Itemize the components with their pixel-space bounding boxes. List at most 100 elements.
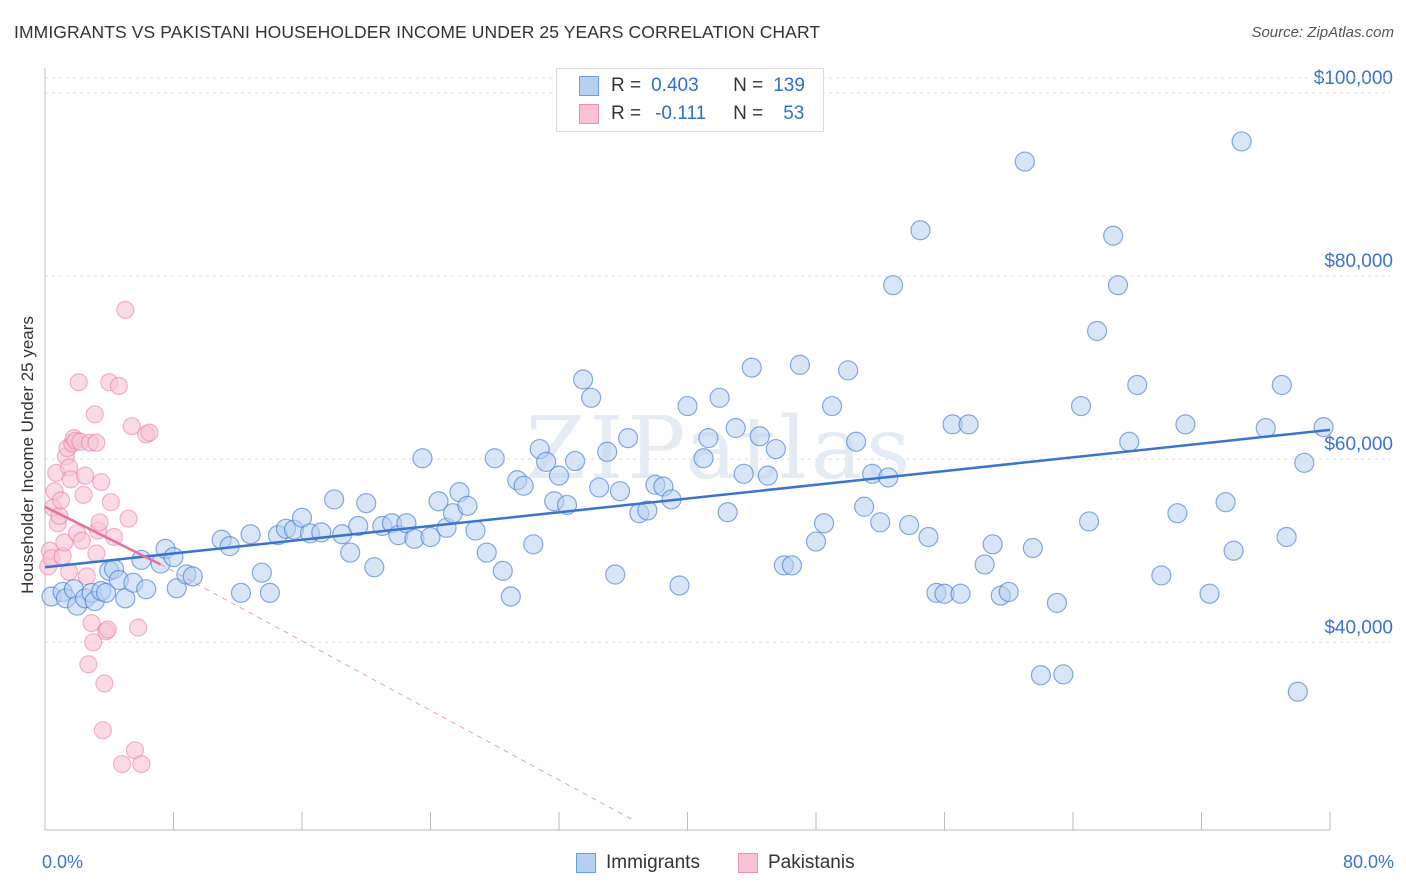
- legend-n-label: N =: [733, 75, 764, 96]
- immigrants-point: [348, 515, 369, 537]
- immigrants-point: [749, 426, 770, 447]
- immigrants-point: [131, 549, 152, 570]
- immigrants-point: [958, 414, 979, 435]
- correlation-legend: R = 0.403 N = 139 R = -0.111 N = 53: [556, 68, 824, 132]
- immigrants-point: [1199, 583, 1220, 604]
- pakistanis-point: [69, 373, 88, 392]
- y-tick-label: $40,000: [1324, 617, 1393, 638]
- pakistanis-point: [122, 417, 141, 436]
- immigrants-point: [982, 534, 1003, 555]
- x-tick-label-min: 0.0%: [42, 852, 84, 872]
- pakistanis-point: [93, 721, 112, 740]
- immigrants-point: [669, 575, 690, 596]
- immigrants-point: [882, 275, 904, 296]
- immigrants-point: [854, 496, 875, 517]
- immigrants-point: [1046, 592, 1068, 614]
- immigrants-point: [838, 360, 859, 381]
- immigrants-legend-label: Immigrants: [606, 852, 700, 873]
- pakistanis-point: [132, 754, 151, 774]
- pakistanis-point: [101, 493, 120, 512]
- immigrants-point: [240, 524, 261, 545]
- immigrants-point: [182, 566, 203, 587]
- immigrants-point: [709, 387, 730, 408]
- immigrants-point: [1215, 492, 1236, 513]
- immigrants-point: [765, 438, 786, 460]
- immigrants-point: [1175, 414, 1196, 435]
- chart-title: IMMIGRANTS VS PAKISTANI HOUSEHOLDER INCO…: [14, 22, 821, 42]
- immigrants-point: [420, 526, 441, 548]
- immigrants-point: [1276, 526, 1297, 548]
- legend-r-label: R =: [611, 103, 642, 124]
- immigrants-point: [870, 512, 891, 533]
- immigrants-legend-swatch: [576, 853, 596, 873]
- immigrants-point: [1053, 664, 1074, 685]
- immigrants-point: [1231, 131, 1252, 152]
- immigrants-trendline: [44, 428, 1331, 569]
- immigrants-point: [581, 387, 602, 408]
- legend-r-value: 0.403: [651, 75, 699, 96]
- immigrants-point: [733, 463, 754, 484]
- y-tick-label: $100,000: [1314, 68, 1393, 89]
- y-axis-label: Householder Income Under 25 years: [18, 316, 37, 594]
- immigrants-point: [693, 448, 714, 469]
- pakistanis-point: [51, 491, 71, 510]
- immigrants-point: [1167, 503, 1188, 524]
- immigrants-point: [484, 448, 505, 469]
- immigrants-point: [364, 557, 385, 578]
- immigrants-point: [428, 491, 449, 512]
- pakistanis-trendline-extension: [160, 564, 632, 820]
- immigrants-point: [910, 220, 931, 241]
- immigrants-point: [781, 555, 803, 576]
- pakistanis-legend-label: Pakistanis: [767, 852, 855, 873]
- immigrants-point: [677, 395, 698, 417]
- immigrants-point: [725, 417, 746, 439]
- immigrants-point: [572, 369, 594, 390]
- legend-n-label: N =: [733, 103, 764, 124]
- immigrants-point: [741, 357, 762, 378]
- legend-r-label: R =: [611, 75, 642, 96]
- immigrants-point: [1078, 511, 1100, 532]
- pakistanis-point: [84, 633, 103, 652]
- immigrants-point: [1313, 417, 1334, 438]
- pakistanis-point: [112, 754, 132, 774]
- immigrants-point: [805, 531, 827, 552]
- immigrants-point: [476, 542, 497, 563]
- pakistanis-point: [74, 485, 93, 504]
- immigrants-point: [536, 451, 557, 473]
- pakistanis-point: [87, 544, 106, 563]
- pakistanis-swatch: [579, 104, 599, 124]
- x-tick-label-max: 80.0%: [1342, 852, 1394, 872]
- immigrants-point: [589, 477, 610, 498]
- pakistanis-point: [82, 613, 101, 633]
- immigrants-point: [637, 500, 658, 521]
- immigrants-point: [1103, 225, 1124, 246]
- immigrants-point: [1030, 665, 1051, 686]
- pakistanis-point: [90, 513, 109, 532]
- immigrants-point: [230, 582, 252, 603]
- pakistanis-point: [98, 620, 117, 639]
- immigrants-point: [548, 465, 570, 486]
- pakistanis-legend-swatch: [737, 853, 758, 873]
- immigrants-point: [609, 481, 631, 502]
- series-legend: Immigrants Pakistanis: [576, 852, 855, 874]
- pakistanis-point: [72, 531, 92, 550]
- immigrants-point: [163, 547, 184, 568]
- immigrants-point: [998, 581, 1019, 603]
- immigrants-point: [698, 427, 719, 449]
- immigrants-point: [136, 579, 157, 600]
- pakistanis-point: [129, 618, 148, 637]
- pakistanis-point: [119, 509, 138, 528]
- legend-n-value: 53: [783, 103, 805, 124]
- immigrants-point: [717, 502, 738, 523]
- pakistanis-point: [55, 533, 74, 552]
- immigrants-swatch: [579, 76, 599, 96]
- pakistanis-point: [87, 433, 106, 452]
- immigrants-point: [813, 513, 835, 534]
- y-tick-label: $60,000: [1324, 434, 1393, 455]
- legend-n-value: 139: [773, 75, 805, 96]
- immigrants-point: [259, 582, 280, 603]
- immigrants-point: [1271, 374, 1292, 396]
- pakistanis-point: [59, 562, 79, 581]
- pakistanis-point: [95, 674, 114, 693]
- immigrants-point: [974, 554, 995, 575]
